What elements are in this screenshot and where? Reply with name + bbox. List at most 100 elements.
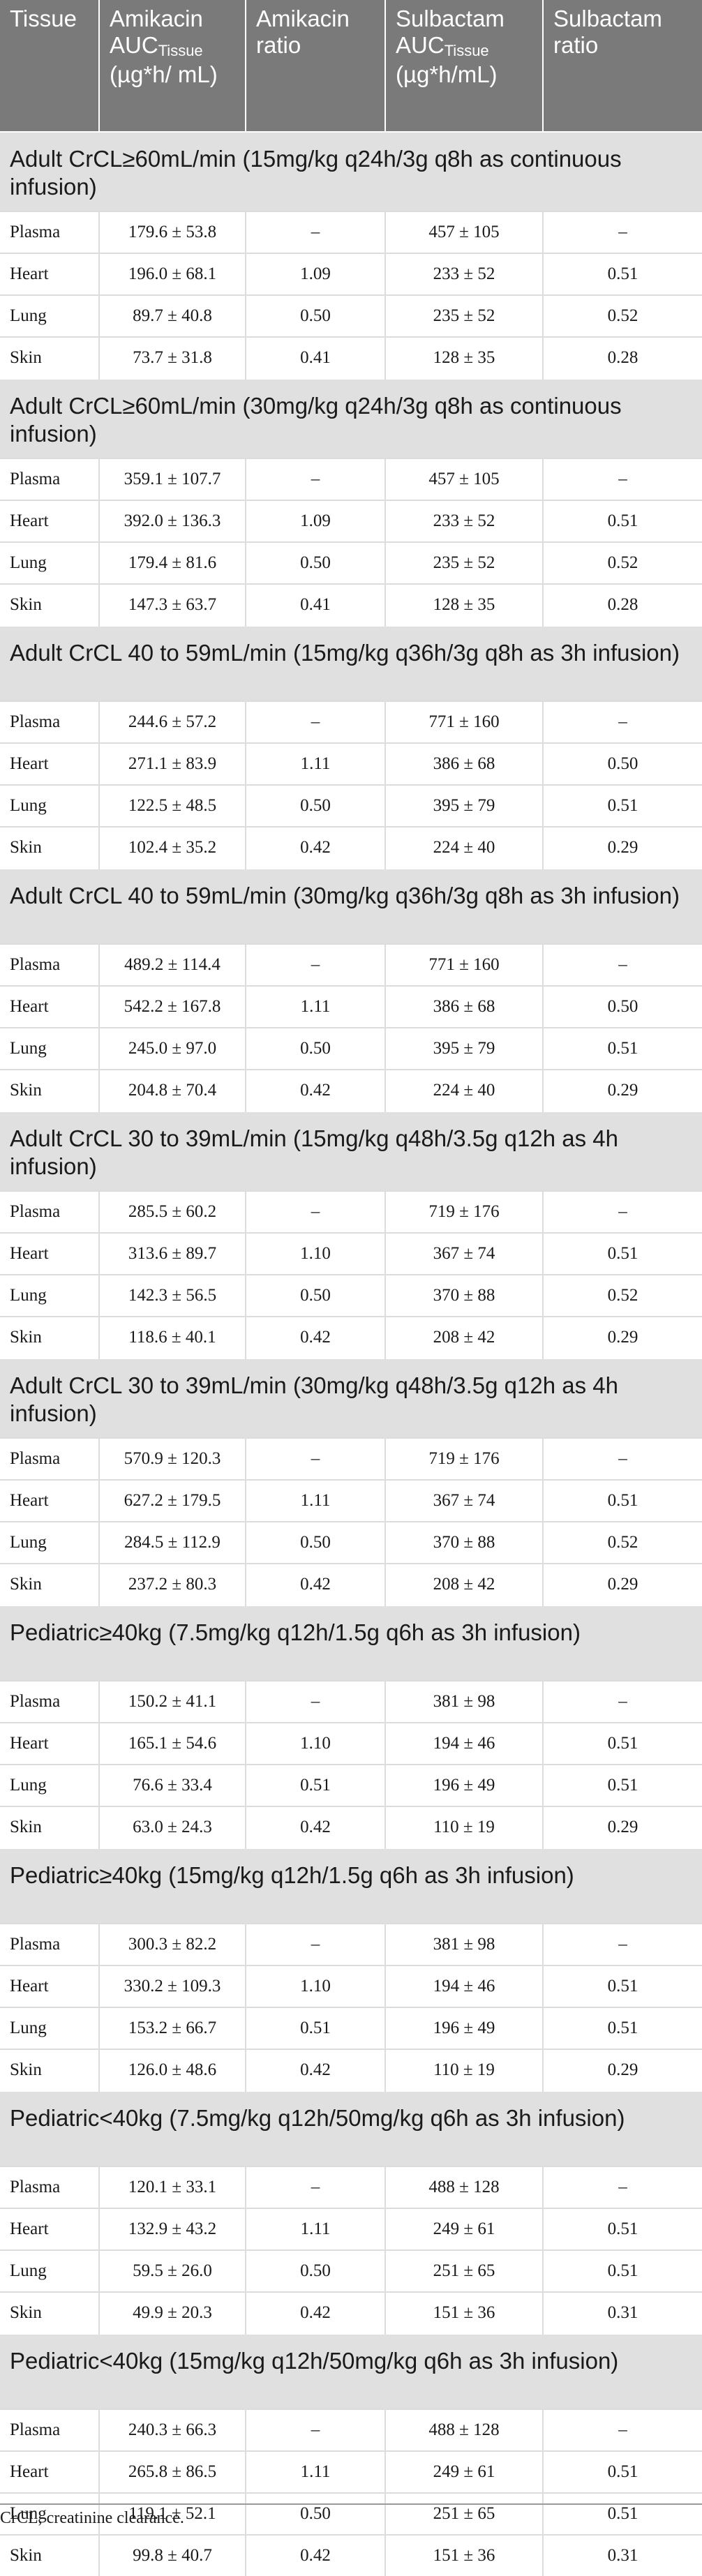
cell-amikacin-ratio: 0.50 [246, 1274, 386, 1317]
table-row: Skin 49.9 ± 20.3 0.42 151 ± 36 0.31 [0, 2291, 702, 2334]
cell-tissue: Plasma [0, 1680, 100, 1723]
table-row: Lung 284.5 ± 112.9 0.50 370 ± 88 0.52 [0, 1521, 702, 1564]
cell-amikacin-ratio: 0.51 [246, 2007, 386, 2049]
header-amikacin-auc: Amikacin AUCTissue (µg*h/ mL) [99, 0, 246, 132]
cell-amikacin-auc: 570.9 ± 120.3 [99, 1437, 246, 1480]
cell-tissue: Heart [0, 1232, 100, 1275]
cell-sulbactam-auc: 249 ± 61 [385, 2450, 544, 2493]
cell-tissue: Lung [0, 1027, 100, 1070]
section-title: Pediatric≥40kg (7.5mg/kg q12h/1.5g q6h a… [0, 1605, 702, 1681]
cell-sulbactam-auc: 196 ± 49 [385, 1764, 544, 1806]
cell-tissue: Heart [0, 253, 100, 295]
cell-amikacin-auc: 59.5 ± 26.0 [99, 2249, 246, 2292]
table-row: Skin 118.6 ± 40.1 0.42 208 ± 42 0.29 [0, 1316, 702, 1358]
cell-amikacin-auc: 63.0 ± 24.3 [99, 1806, 246, 1848]
cell-sulbactam-ratio: 0.51 [543, 1722, 702, 1765]
cell-sulbactam-auc: 235 ± 52 [385, 294, 544, 337]
cell-amikacin-auc: 271.1 ± 83.9 [99, 742, 246, 785]
cell-tissue: Heart [0, 500, 100, 542]
table-row: Heart 132.9 ± 43.2 1.11 249 ± 61 0.51 [0, 2208, 702, 2250]
cell-tissue: Plasma [0, 1923, 100, 1965]
header-sulbactam-ratio-label: Sulbactam ratio [553, 6, 662, 58]
section-row: Pediatric<40kg (7.5mg/kg q12h/50mg/kg q6… [0, 2090, 702, 2166]
cell-tissue: Skin [0, 2291, 100, 2334]
cell-tissue: Skin [0, 826, 100, 869]
section-title: Adult CrCL≥60mL/min (15mg/kg q24h/3g q8h… [0, 131, 702, 211]
cell-amikacin-auc: 99.8 ± 40.7 [99, 2534, 246, 2576]
cell-sulbactam-auc: 251 ± 65 [385, 2249, 544, 2292]
table-row: Heart 392.0 ± 136.3 1.09 233 ± 52 0.51 [0, 500, 702, 542]
cell-amikacin-ratio: 1.09 [246, 253, 386, 295]
table-row: Skin 99.8 ± 40.7 0.42 151 ± 36 0.31 [0, 2534, 702, 2576]
cell-sulbactam-ratio: 0.51 [543, 2007, 702, 2049]
cell-amikacin-auc: 489.2 ± 114.4 [99, 943, 246, 986]
cell-sulbactam-ratio: 0.51 [543, 2492, 702, 2535]
cell-tissue: Skin [0, 2049, 100, 2091]
table-row: Plasma 570.9 ± 120.3–719 ± 176– [0, 1437, 702, 1480]
cell-amikacin-ratio: 0.42 [246, 826, 386, 869]
cell-amikacin-auc: 49.9 ± 20.3 [99, 2291, 246, 2334]
cell-tissue: Heart [0, 1965, 100, 2007]
cell-sulbactam-auc: 457 ± 105 [385, 458, 544, 500]
header-amikacin-auc-sub: Tissue [158, 42, 203, 59]
cell-tissue: Skin [0, 583, 100, 626]
cell-tissue: Skin [0, 2534, 100, 2576]
cell-sulbactam-ratio: 0.52 [543, 541, 702, 584]
cell-tissue: Lung [0, 541, 100, 584]
table-row: Heart 542.2 ± 167.8 1.11 386 ± 68 0.50 [0, 985, 702, 1028]
cell-tissue: Plasma [0, 943, 100, 986]
cell-amikacin-ratio: 0.42 [246, 1316, 386, 1358]
section-row: Pediatric≥40kg (15mg/kg q12h/1.5g q6h as… [0, 1848, 702, 1924]
cell-amikacin-ratio: – [246, 2166, 386, 2208]
table-row: Plasma 489.2 ± 114.4–771 ± 160– [0, 943, 702, 986]
cell-sulbactam-auc: 719 ± 176 [385, 1190, 544, 1233]
cell-amikacin-ratio: 0.50 [246, 2249, 386, 2292]
table-row: Lung 89.7 ± 40.8 0.50 235 ± 52 0.52 [0, 294, 702, 337]
cell-amikacin-ratio: 1.09 [246, 500, 386, 542]
cell-amikacin-auc: 153.2 ± 66.7 [99, 2007, 246, 2049]
table-row: Skin 126.0 ± 48.6 0.42 110 ± 19 0.29 [0, 2049, 702, 2091]
section-row: Pediatric<40kg (15mg/kg q12h/50mg/kg q6h… [0, 2333, 702, 2409]
cell-sulbactam-auc: 488 ± 128 [385, 2409, 544, 2451]
cell-sulbactam-auc: 249 ± 61 [385, 2208, 544, 2250]
cell-sulbactam-auc: 151 ± 36 [385, 2534, 544, 2576]
cell-sulbactam-ratio: 0.51 [543, 2208, 702, 2250]
cell-amikacin-auc: 132.9 ± 43.2 [99, 2208, 246, 2250]
cell-sulbactam-auc: 367 ± 74 [385, 1232, 544, 1275]
cell-amikacin-auc: 76.6 ± 33.4 [99, 1764, 246, 1806]
cell-sulbactam-auc: 194 ± 46 [385, 1965, 544, 2007]
cell-tissue: Heart [0, 985, 100, 1028]
table-row: Heart 196.0 ± 68.1 1.09 233 ± 52 0.51 [0, 253, 702, 295]
cell-tissue: Lung [0, 784, 100, 827]
cell-sulbactam-auc: 224 ± 40 [385, 1069, 544, 1111]
table-row: Lung 179.4 ± 81.6 0.50 235 ± 52 0.52 [0, 541, 702, 584]
cell-sulbactam-ratio: – [543, 1923, 702, 1965]
cell-sulbactam-ratio: 0.50 [543, 742, 702, 785]
cell-tissue: Heart [0, 1722, 100, 1765]
cell-sulbactam-ratio: 0.28 [543, 583, 702, 626]
footnote: CrCL, creatinine clearance. [0, 2509, 184, 2527]
cell-sulbactam-auc: 233 ± 52 [385, 500, 544, 542]
cell-tissue: Plasma [0, 2409, 100, 2451]
cell-sulbactam-auc: 771 ± 160 [385, 943, 544, 986]
cell-sulbactam-ratio: 0.29 [543, 1563, 702, 1605]
cell-sulbactam-ratio: 0.51 [543, 253, 702, 295]
cell-sulbactam-auc: 381 ± 98 [385, 1680, 544, 1723]
cell-amikacin-ratio: 0.42 [246, 1806, 386, 1848]
table-row: Heart 265.8 ± 86.5 1.11 249 ± 61 0.51 [0, 2450, 702, 2493]
section-row: Pediatric≥40kg (7.5mg/kg q12h/1.5g q6h a… [0, 1605, 702, 1681]
cell-amikacin-ratio: 0.50 [246, 1027, 386, 1070]
table-row: Skin 102.4 ± 35.2 0.42 224 ± 40 0.29 [0, 826, 702, 869]
cell-sulbactam-ratio: 0.51 [543, 1232, 702, 1275]
cell-tissue: Lung [0, 1274, 100, 1317]
cell-tissue: Lung [0, 2492, 100, 2535]
cell-amikacin-ratio: 1.11 [246, 742, 386, 785]
cell-tissue: Skin [0, 1069, 100, 1111]
table-row: Lung 76.6 ± 33.4 0.51 196 ± 49 0.51 [0, 1764, 702, 1806]
section-row: Adult CrCL≥60mL/min (15mg/kg q24h/3g q8h… [0, 131, 702, 211]
cell-sulbactam-auc: 194 ± 46 [385, 1722, 544, 1765]
header-amikacin-auc-main: Amikacin AUC [110, 6, 203, 58]
table-row: Lung 245.0 ± 97.0 0.50 395 ± 79 0.51 [0, 1027, 702, 1070]
cell-sulbactam-auc: 457 ± 105 [385, 211, 544, 253]
